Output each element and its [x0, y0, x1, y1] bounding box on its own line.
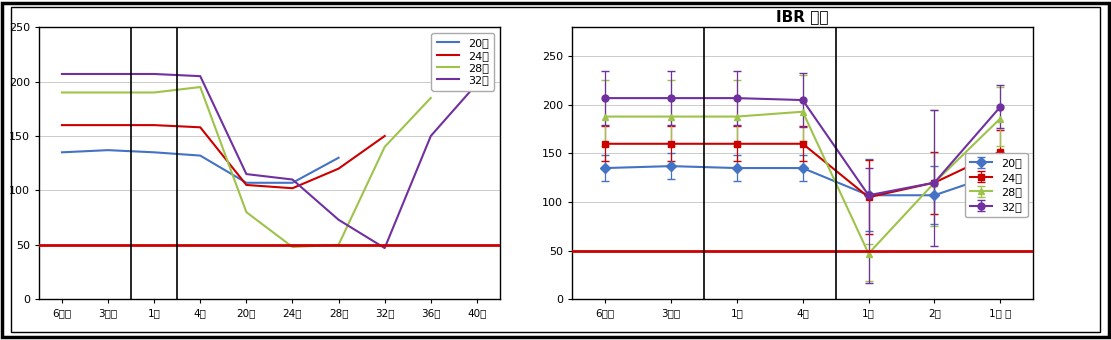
Title: IBR 항체: IBR 항체 [777, 10, 829, 24]
Legend: 20주, 24주, 28주, 32주: 20주, 24주, 28주, 32주 [964, 153, 1028, 217]
Legend: 20주, 24주, 28주, 32주: 20주, 24주, 28주, 32주 [431, 33, 494, 90]
